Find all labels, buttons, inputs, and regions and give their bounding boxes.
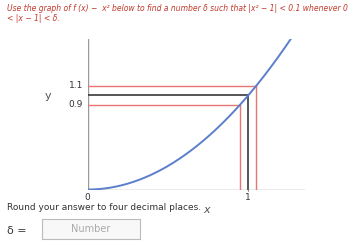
- Text: δ =: δ =: [7, 226, 27, 236]
- Text: Round your answer to four decimal places.: Round your answer to four decimal places…: [7, 203, 201, 212]
- Text: Number: Number: [71, 224, 111, 234]
- Text: 0.9: 0.9: [69, 100, 83, 109]
- Text: 1.1: 1.1: [69, 81, 83, 90]
- Text: Use the graph of f (x) −  x² below to find a number δ such that |x² − 1| < 0.1 w: Use the graph of f (x) − x² below to fin…: [7, 4, 348, 23]
- Text: 0: 0: [85, 193, 90, 202]
- Text: x: x: [204, 205, 210, 215]
- Text: y: y: [45, 91, 52, 101]
- Text: 1: 1: [245, 193, 251, 202]
